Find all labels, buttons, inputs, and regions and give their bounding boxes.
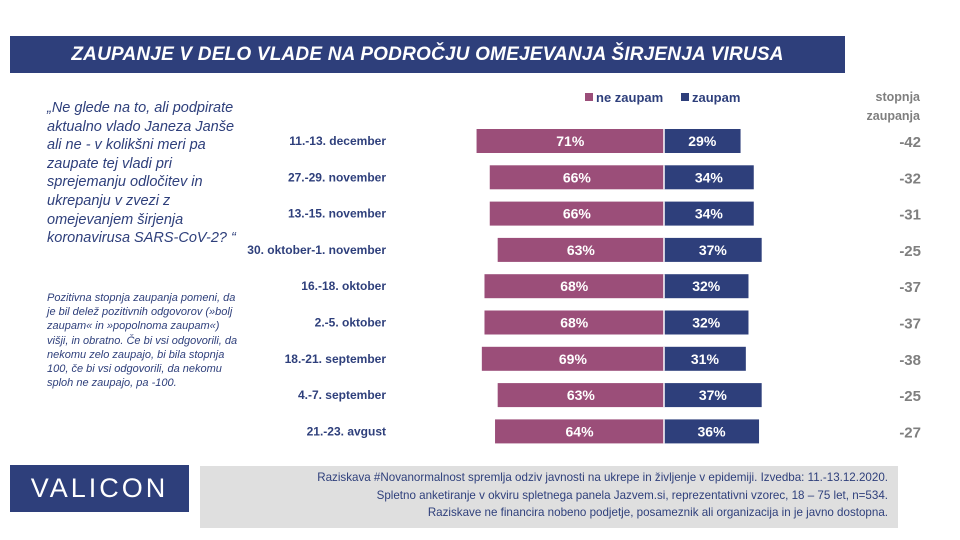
data-label-ne-zaupam: 66% [563,206,592,222]
bar-zaupam [664,383,762,408]
bar-ne-zaupam [497,383,664,408]
data-label-ne-zaupam: 71% [556,133,585,149]
legend-label-zaupam: zaupam [692,90,740,105]
survey-question: „Ne glede na to, ali podpirate aktualno … [47,100,236,247]
trust-index-value: -32 [899,170,921,187]
footnote-line-1: Raziskava #Novanormalnost spremlja odziv… [317,471,888,484]
bar-zaupam [664,165,754,190]
bar-zaupam [664,274,749,299]
data-label-ne-zaupam: 69% [559,351,588,367]
bar-zaupam [664,129,741,153]
trust-index-value: -27 [899,424,921,441]
bar-group: 11.-13. december 71% 29% -42 27.-29. novembe… [247,129,921,444]
footnote-line-2: Spletno anketiranje v okviru spletnega p… [376,488,888,502]
data-label-ne-zaupam: 66% [563,169,592,185]
legend-swatch-zaupam [681,93,689,101]
data-label-zaupam: 34% [695,206,724,222]
bar-ne-zaupam [489,165,664,190]
trust-index-value: -37 [899,279,921,296]
trust-index-value: -25 [899,243,921,260]
bar-zaupam [664,201,754,226]
data-label-zaupam: 37% [699,242,728,258]
category-label: 30. oktober-1. november [247,243,386,257]
category-label: 18.-21. september [285,352,387,366]
trust-header-line1: stopnja [876,90,921,104]
data-label-ne-zaupam: 64% [566,423,595,439]
legend-swatch-ne-zaupam [585,93,593,101]
data-label-zaupam: 29% [688,133,717,149]
bar-ne-zaupam [476,129,664,153]
bar-zaupam [664,419,760,444]
trust-header-line2: zaupanja [867,109,922,123]
data-label-ne-zaupam: 63% [567,387,596,403]
category-label: 11.-13. december [289,134,386,148]
legend-label-ne-zaupam: ne zaupam [596,90,663,105]
bar-ne-zaupam [497,237,664,262]
footnote-box: Raziskava #Novanormalnost spremlja odziv… [200,466,898,528]
data-label-zaupam: 31% [691,351,720,367]
trust-index-value: -38 [899,352,921,369]
bar-ne-zaupam [489,201,664,226]
category-label: 16.-18. oktober [301,279,386,293]
bar-zaupam [664,346,746,371]
bar-ne-zaupam [481,346,664,371]
data-label-ne-zaupam: 68% [560,315,589,331]
data-label-zaupam: 37% [699,387,728,403]
diverging-bar-chart: ne zaupam zaupam stopnja zaupanja 11.-13… [247,90,922,444]
footnote-line-3: Raziskave ne financira nobeno podjetje, … [427,506,888,519]
data-label-zaupam: 32% [692,278,721,294]
bar-zaupam [664,237,762,262]
data-label-ne-zaupam: 68% [560,278,589,294]
trust-index-value: -42 [899,134,921,151]
trust-index-value: -31 [899,207,921,224]
valicon-logo: VALICON [10,465,189,512]
data-label-zaupam: 36% [698,423,727,439]
legend: ne zaupam zaupam [585,90,740,105]
bar-ne-zaupam [484,310,664,335]
bar-ne-zaupam [495,419,664,444]
chart-title: ZAUPANJE V DELO VLADE NA PODROČJU OMEJEV… [10,36,845,73]
trust-index-value: -37 [899,316,921,333]
trust-index-value: -25 [899,388,921,405]
category-label: 2.-5. oktober [315,316,387,330]
bar-ne-zaupam [484,274,664,299]
category-label: 27.-29. november [288,170,386,184]
data-label-zaupam: 32% [692,315,721,331]
bar-zaupam [664,310,749,335]
data-label-zaupam: 34% [695,169,724,185]
data-label-ne-zaupam: 63% [567,242,596,258]
category-label: 21.-23. avgust [307,424,386,438]
category-label: 13.-15. november [288,207,386,221]
category-label: 4.-7. september [298,388,386,402]
methodology-note: Pozitivna stopnja zaupanja pomeni, da je… [47,292,238,390]
